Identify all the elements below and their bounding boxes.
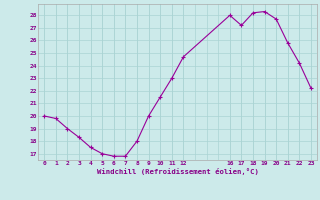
X-axis label: Windchill (Refroidissement éolien,°C): Windchill (Refroidissement éolien,°C)	[97, 168, 259, 175]
